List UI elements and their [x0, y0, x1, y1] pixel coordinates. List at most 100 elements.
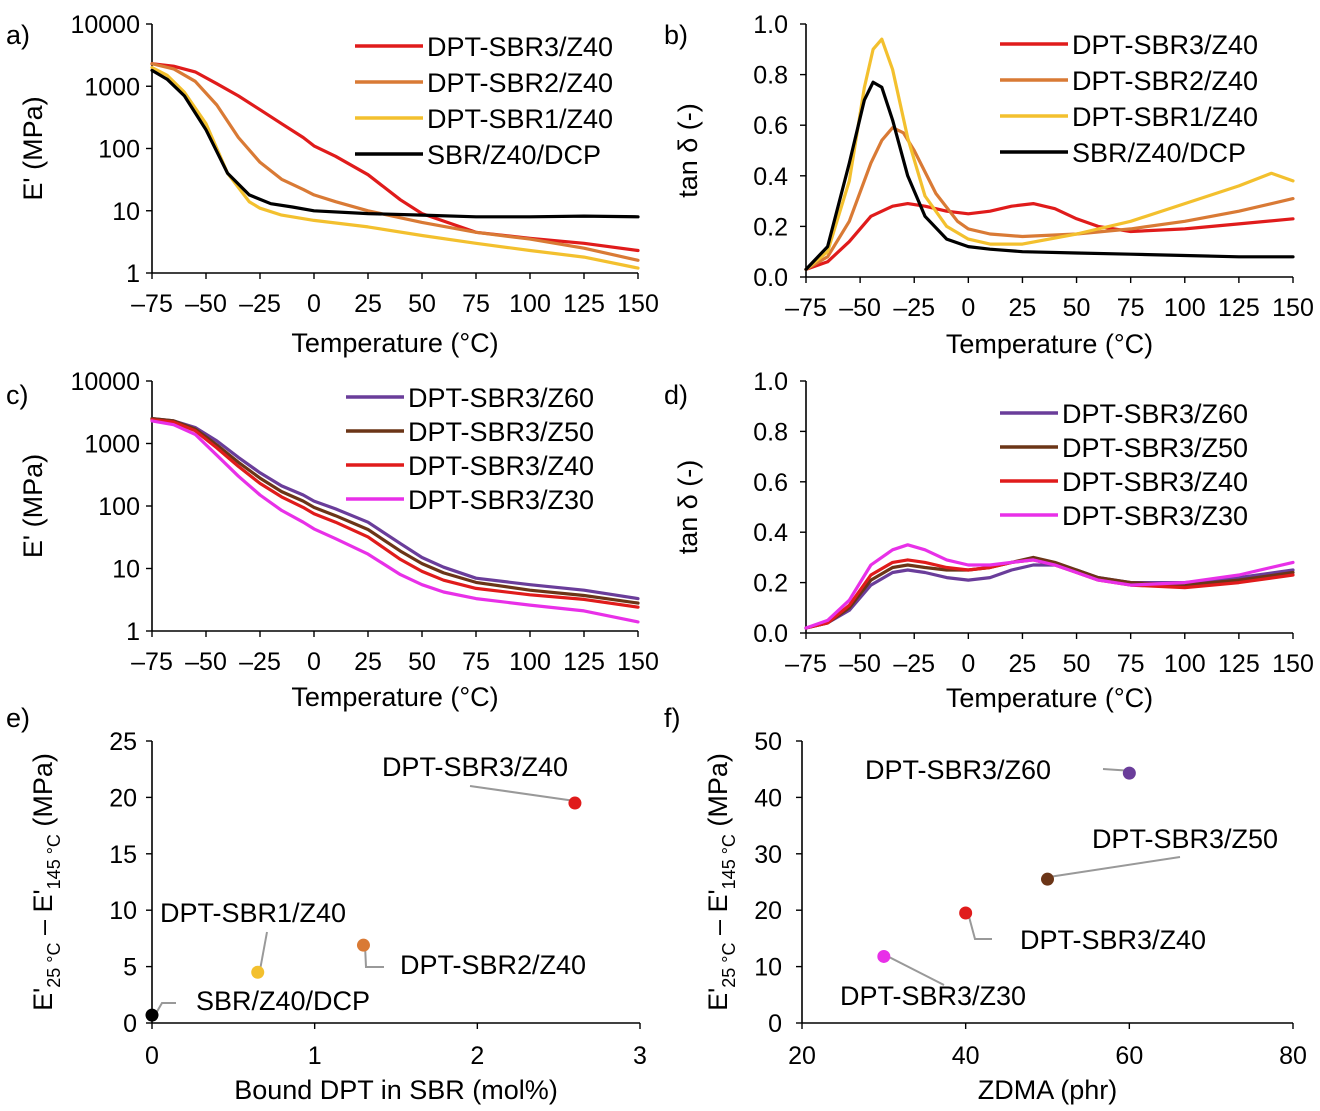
y-axis-label-part: (MPa)	[28, 753, 58, 834]
x-tick-label: 50	[408, 648, 436, 676]
series-line	[150, 68, 640, 219]
x-tick-label: 20	[788, 1042, 816, 1070]
panel-label: b)	[664, 20, 688, 50]
y-tick-label: 50	[754, 728, 782, 756]
series-line	[150, 417, 640, 601]
y-tick-label: 1	[126, 260, 140, 288]
x-tick-label: 25	[354, 648, 382, 676]
annotation-leader	[154, 1002, 176, 1016]
x-tick-label: –50	[185, 648, 227, 676]
y-axis-label: tan δ (-)	[673, 103, 703, 198]
y-tick-label: 0.0	[753, 620, 788, 648]
y-tick-label: 30	[754, 841, 782, 869]
x-tick-label: 80	[1279, 1042, 1307, 1070]
y-tick-label: 0.8	[753, 62, 788, 90]
panel-label: d)	[664, 380, 688, 410]
data-point	[1122, 766, 1136, 780]
annotation-leader	[364, 944, 384, 968]
legend-entry: DPT-SBR1/Z40	[427, 104, 613, 134]
x-tick-label: –50	[839, 650, 881, 678]
x-axis-label: Temperature (°C)	[946, 683, 1153, 713]
panel-label: e)	[6, 703, 30, 733]
data-point	[877, 949, 891, 963]
x-tick-label: –25	[893, 650, 935, 678]
legend-entry: DPT-SBR3/Z40	[427, 32, 613, 62]
y-axis-label-part: – E'	[28, 889, 58, 942]
data-point	[356, 938, 370, 952]
legend-entry: DPT-SBR3/Z50	[1062, 433, 1248, 463]
panel-label: c)	[6, 380, 29, 410]
series-line	[150, 417, 640, 605]
x-tick-label: 25	[1009, 650, 1037, 678]
point-annotation: DPT-SBR3/Z50	[1092, 824, 1278, 854]
y-tick-label: 15	[109, 841, 137, 869]
x-tick-label: 0	[145, 1042, 159, 1070]
y-tick-label: 20	[754, 897, 782, 925]
x-tick-label: 1	[308, 1042, 322, 1070]
y-tick-label: 0.8	[753, 418, 788, 446]
x-tick-label: 150	[1272, 650, 1314, 678]
y-tick-label: 10	[754, 954, 782, 982]
legend-entry: DPT-SBR3/Z30	[408, 485, 594, 515]
x-tick-label: 0	[307, 290, 321, 318]
y-tick-label: 1000	[84, 431, 140, 459]
x-tick-label: –75	[785, 650, 827, 678]
point-annotation: SBR/Z40/DCP	[196, 986, 370, 1016]
y-axis-label: E' (MPa)	[18, 96, 48, 200]
y-axis-label-part: E'	[28, 988, 58, 1011]
x-tick-label: –50	[185, 290, 227, 318]
y-tick-label: 0	[123, 1010, 137, 1038]
legend-entry: DPT-SBR3/Z30	[1062, 501, 1248, 531]
y-tick-label: 0.2	[753, 213, 788, 241]
legend-entry: DPT-SBR3/Z40	[1062, 467, 1248, 497]
point-annotation: DPT-SBR3/Z40	[1020, 925, 1206, 955]
y-tick-label: 100	[98, 136, 140, 164]
series-line	[804, 37, 1295, 271]
series-line	[150, 419, 640, 624]
legend-entry: DPT-SBR3/Z60	[1062, 399, 1248, 429]
x-tick-label: 3	[633, 1042, 647, 1070]
x-tick-label: 100	[1164, 650, 1206, 678]
series-line	[804, 555, 1295, 630]
x-tick-label: 100	[1164, 294, 1206, 322]
x-tick-label: 125	[563, 290, 605, 318]
x-tick-label: 150	[1272, 294, 1314, 322]
x-tick-label: 40	[952, 1042, 980, 1070]
y-axis-label-part: 145 °C	[719, 834, 739, 889]
point-annotation: DPT-SBR3/Z40	[382, 752, 568, 782]
x-tick-label: 150	[617, 648, 659, 676]
x-tick-label: 0	[307, 648, 321, 676]
x-tick-label: –25	[239, 290, 281, 318]
annotation-leader	[1048, 856, 1181, 878]
x-tick-label: 75	[462, 290, 490, 318]
point-annotation: DPT-SBR3/Z30	[840, 981, 1026, 1011]
x-tick-label: 0	[961, 650, 975, 678]
series-line	[804, 543, 1295, 630]
x-axis-label: Temperature (°C)	[291, 682, 498, 712]
y-tick-label: 0.6	[753, 469, 788, 497]
panel-label: a)	[6, 20, 30, 50]
y-axis-label-part: 25 °C	[44, 943, 64, 988]
series-line	[804, 202, 1295, 271]
x-axis-label: ZDMA (phr)	[978, 1075, 1118, 1105]
y-tick-label: 40	[754, 784, 782, 812]
legend-entry: DPT-SBR3/Z40	[1072, 30, 1258, 60]
y-tick-label: 20	[109, 784, 137, 812]
y-axis-label-part: (MPa)	[703, 753, 733, 834]
x-tick-label: –75	[785, 294, 827, 322]
annotation-leader	[469, 785, 576, 802]
x-tick-label: 75	[1117, 294, 1145, 322]
x-tick-label: 50	[1063, 650, 1091, 678]
y-axis-label-part: – E'	[703, 889, 733, 942]
y-tick-label: 10	[109, 897, 137, 925]
x-tick-label: –75	[131, 648, 173, 676]
chart-panel-b: –75 –50 –25 0 25 50 75 100 125 150 0.0 0.2 0.4 0.6 0.8…	[664, 11, 1314, 359]
x-tick-label: 25	[354, 290, 382, 318]
y-axis-label: E'25 °C – E'145 °C (MPa)	[28, 753, 64, 1011]
legend-entry: DPT-SBR3/Z60	[408, 383, 594, 413]
x-tick-label: –25	[893, 294, 935, 322]
x-tick-label: 50	[1063, 294, 1091, 322]
data-point	[1041, 872, 1054, 886]
y-tick-label: 5	[123, 954, 137, 982]
